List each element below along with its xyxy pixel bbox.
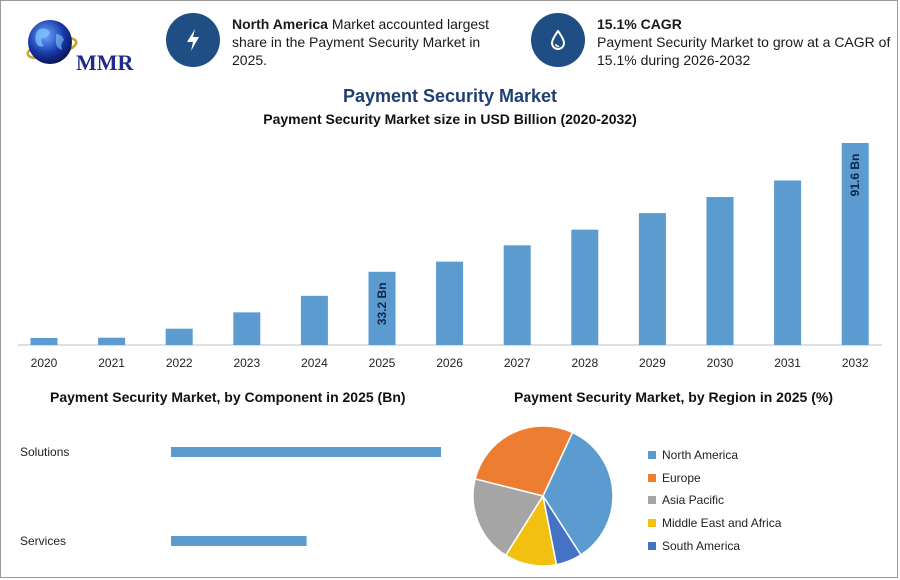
bar-2031 [774,180,802,345]
info-card-cagr-bold: 15.1% CAGR [597,16,682,32]
x-tick-label: 2026 [436,356,463,370]
info-card-region: North America Market accounted largest s… [166,13,516,69]
mmr-logo: MMR [14,12,144,82]
legend-swatch [648,496,656,505]
x-tick-label: 2029 [639,356,666,370]
legend-swatch [648,541,656,550]
legend-label: Asia Pacific [662,493,725,508]
market-size-bar-chart: 2020 2021 2022 2023 2024 2025 33.2 Bn 2026 2027 2… [18,143,882,370]
legend-label: South America [662,538,741,553]
component-bar-services [171,536,307,546]
legend-swatch [648,451,656,460]
x-tick-label: 2031 [774,356,801,370]
x-tick-label: 2022 [166,356,193,370]
info-card-cagr: 15.1% CAGR Payment Security Market to gr… [531,13,891,69]
legend-item: South America [648,534,781,557]
bar-2032 [841,143,869,345]
x-tick-label: 2020 [31,356,58,370]
bar-data-label: 33.2 Bn [375,282,389,325]
component-bar-chart: Solutions Services [20,445,441,548]
x-tick-label: 2028 [571,356,598,370]
legend-item: Middle East and Africa [648,512,781,535]
drop-icon [531,13,585,67]
bolt-icon [166,13,220,67]
bar-2020 [30,337,58,345]
x-tick-label: 2030 [707,356,734,370]
bar-2024 [300,295,328,345]
logo-text: MMR [76,50,135,75]
x-tick-label: 2027 [504,356,531,370]
bar-data-label: 91.6 Bn [848,154,862,197]
x-tick-label: 2024 [301,356,328,370]
component-chart-title: Payment Security Market, by Component in… [50,389,406,405]
bar-2021 [98,337,126,345]
x-tick-label: 2023 [233,356,260,370]
x-tick-label: 2021 [98,356,125,370]
bar-2025 [368,271,396,345]
legend-swatch [648,473,656,482]
pie-slice-asia-pacific [472,478,545,557]
legend-item: Asia Pacific [648,489,781,512]
pie-slice-south-america [542,495,582,566]
component-label: Services [20,534,66,548]
legend-item: Europe [648,467,781,490]
bar-2028 [571,229,599,345]
x-tick-label: 2032 [842,356,869,370]
region-legend: North America Europe Asia Pacific Middle Ea… [648,444,781,557]
pie-slice-north-america [542,431,614,556]
legend-label: Middle East and Africa [662,516,782,531]
bar-2026 [436,261,464,345]
bar-2029 [638,213,666,345]
region-pie-chart [472,425,614,567]
legend-item: North America [648,444,781,467]
bar-2030 [706,197,734,345]
bar-2022 [165,328,193,345]
legend-swatch [648,519,656,528]
info-card-region-text: Market accounted largest share in the Pa… [232,16,490,68]
region-chart-title: Payment Security Market, by Region in 20… [514,389,833,405]
legend-label: North America [662,448,739,463]
pie-slice-europe [474,425,574,497]
page-title: Payment Security Market [342,86,558,106]
component-label: Solutions [20,445,69,459]
bar-chart-title: Payment Security Market size in USD Bill… [263,111,637,127]
info-card-cagr-text: Payment Security Market to grow at a CAG… [597,34,891,68]
info-card-region-bold: North America [232,16,328,32]
component-bar-solutions [171,447,441,457]
bar-2027 [503,245,531,345]
bar-2023 [233,312,261,345]
legend-label: Europe [662,470,701,485]
x-tick-label: 2025 [369,356,396,370]
